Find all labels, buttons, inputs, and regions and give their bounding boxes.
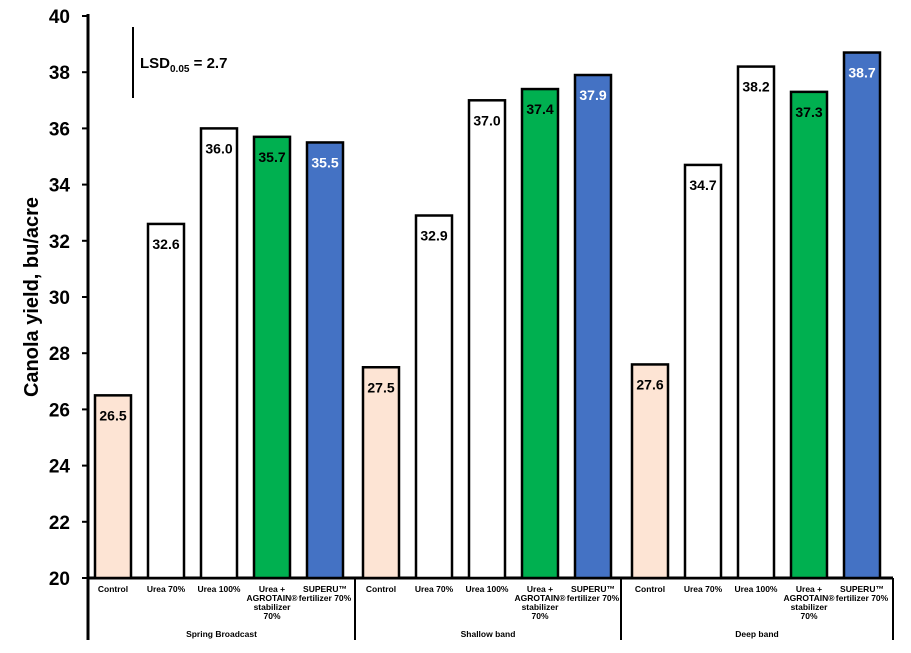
bar <box>305 141 345 580</box>
y-tick-label: 26 <box>49 400 70 421</box>
bar-value-label: 37.4 <box>526 101 553 117</box>
bar <box>789 90 829 580</box>
x-tick-label: SUPERU™ fertilizer 70% <box>836 584 889 603</box>
x-tick-label: Urea + AGROTAIN® stabilizer 70% <box>784 584 836 621</box>
y-tick-label: 28 <box>49 344 70 365</box>
x-tick-label: Urea 100% <box>197 584 240 594</box>
bar-value-label: 37.9 <box>579 87 606 103</box>
bar <box>573 73 613 580</box>
x-tick-label: SUPERU™ fertilizer 70% <box>567 584 620 603</box>
bar-value-label: 34.7 <box>689 177 716 193</box>
x-tick-label: Control <box>366 584 396 594</box>
bar <box>736 65 776 580</box>
y-tick-label: 22 <box>49 513 70 534</box>
x-tick-label: Urea 100% <box>734 584 777 594</box>
bar <box>630 363 670 580</box>
bar <box>146 222 186 580</box>
y-tick-label: 20 <box>49 569 70 590</box>
bar-value-label: 35.7 <box>258 149 285 165</box>
x-tick-label: Urea 70% <box>415 584 454 594</box>
bar <box>467 99 507 580</box>
group-label: Spring Broadcast <box>186 629 257 639</box>
bar-value-label: 35.5 <box>311 154 338 170</box>
bar-value-label: 27.6 <box>636 376 663 392</box>
lsd-annotation: LSD0.05 = 2.7 <box>140 55 227 75</box>
bar-value-label: 37.0 <box>473 112 500 128</box>
x-tick-label: Control <box>635 584 665 594</box>
bar-value-label: 26.5 <box>99 407 126 423</box>
bar-value-label: 27.5 <box>367 379 394 395</box>
y-tick-label: 32 <box>49 232 70 253</box>
x-tick-label: Urea + AGROTAIN® stabilizer 70% <box>515 584 567 621</box>
y-tick-label: 38 <box>49 63 70 84</box>
x-tick-label: SUPERU™ fertilizer 70% <box>299 584 352 603</box>
y-axis-title: Canola yield, bu/acre <box>21 197 43 397</box>
bar-value-label: 32.6 <box>152 236 179 252</box>
group-label: Shallow band <box>461 629 516 639</box>
x-tick-label: Urea 100% <box>465 584 508 594</box>
bar-value-label: 37.3 <box>795 104 822 120</box>
bar <box>842 51 882 580</box>
bar <box>683 163 723 580</box>
x-tick-label: Urea 70% <box>147 584 186 594</box>
x-tick-label: Urea 70% <box>684 584 723 594</box>
bar-value-label: 38.7 <box>848 65 875 81</box>
bar-value-label: 36.0 <box>205 140 232 156</box>
group-label: Deep band <box>735 629 778 639</box>
bar <box>93 394 133 580</box>
y-tick-label: 36 <box>49 119 70 140</box>
bar <box>252 135 292 580</box>
y-tick-label: 34 <box>49 176 71 197</box>
bar <box>520 87 560 580</box>
y-tick-label: 24 <box>49 457 71 478</box>
bar-value-label: 32.9 <box>420 228 447 244</box>
y-tick-label: 30 <box>49 288 70 309</box>
x-tick-label: Urea + AGROTAIN® stabilizer 70% <box>247 584 299 621</box>
bar-value-label: 38.2 <box>742 79 769 95</box>
y-tick-label: 40 <box>49 7 70 28</box>
bar <box>414 214 454 580</box>
bar <box>199 127 239 580</box>
bar <box>361 366 401 580</box>
x-tick-label: Control <box>98 584 128 594</box>
